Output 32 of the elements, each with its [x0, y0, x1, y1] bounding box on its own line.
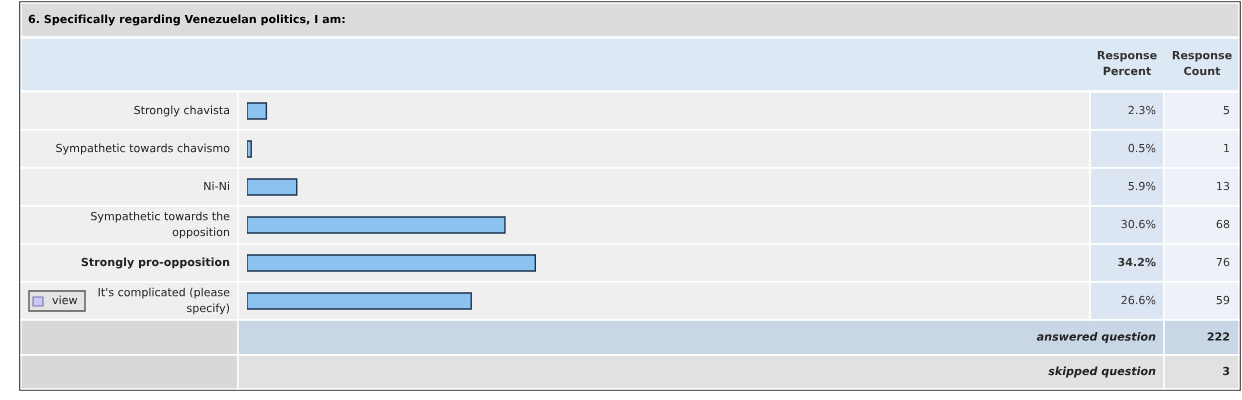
text: 13 [1217, 181, 1230, 191]
text: view [52, 295, 78, 305]
text: Response Percent [1097, 51, 1157, 76]
y-tick-label: Strongly chavista [134, 105, 229, 117]
data-label: 2.3% [1128, 105, 1156, 115]
text: 59 [1216, 295, 1230, 305]
bar [247, 178, 298, 196]
data-label: 26.6% [1121, 295, 1156, 305]
y-tick-label: Sympathetic towards the opposition [91, 211, 230, 239]
text: 68 [1216, 219, 1230, 229]
bar [247, 292, 472, 310]
y-tick-label: It's complicated (please specify) [98, 287, 230, 315]
data-label: 5.9% [1128, 181, 1156, 191]
bar [247, 102, 268, 120]
y-tick-label: Ni-Ni [204, 181, 229, 191]
text: answered question [1036, 332, 1156, 343]
bar [247, 140, 252, 158]
chart-title: 6. Specifically regarding Venezuelan politics, I am: [28, 14, 345, 26]
data-label: 0.5% [1128, 143, 1156, 153]
text: 76 [1216, 257, 1230, 267]
y-tick-label: Sympathetic towards chavismo [56, 143, 230, 155]
data-label: 30.6% [1121, 219, 1156, 229]
data-label: 34.2% [1118, 257, 1156, 267]
text: skipped question [1048, 366, 1156, 378]
text: 1 [1224, 143, 1229, 153]
text: 3 [1223, 366, 1230, 376]
y-tick-label: Strongly pro-opposition [81, 257, 230, 269]
text: Response Count [1172, 51, 1232, 76]
text: 222 [1207, 332, 1230, 341]
bar [247, 254, 537, 272]
bar [247, 216, 506, 234]
text: 5 [1223, 105, 1230, 115]
